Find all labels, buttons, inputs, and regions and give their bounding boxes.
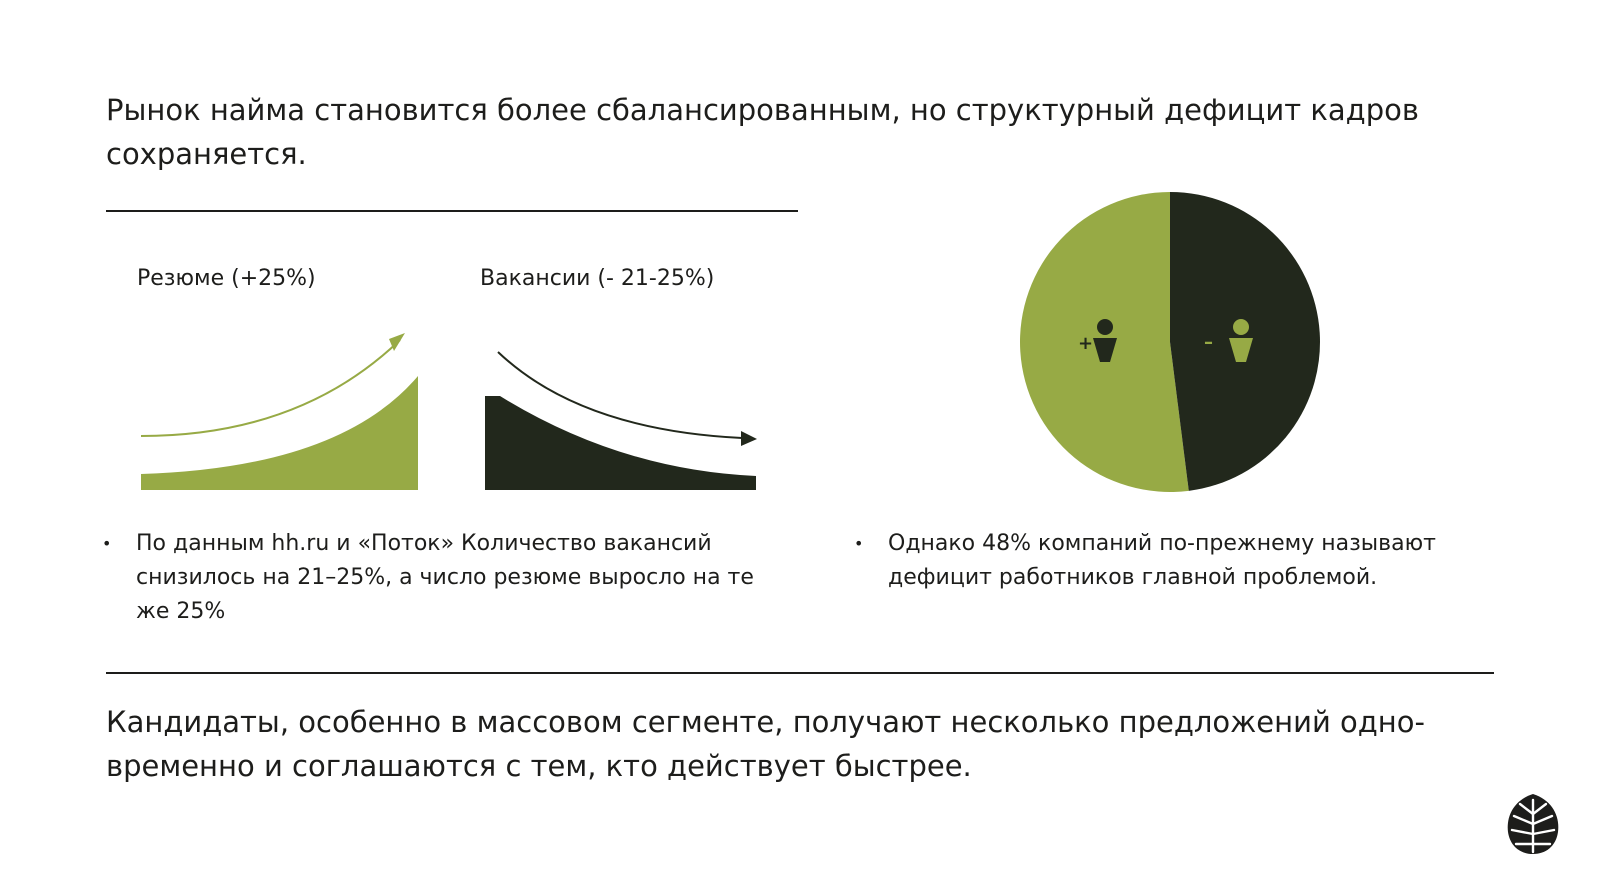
bottom-divider xyxy=(106,672,1494,674)
resume-growth-area xyxy=(141,376,418,490)
tree-leaf-logo-icon xyxy=(1507,794,1559,854)
top-divider xyxy=(106,210,798,212)
plus-sign: + xyxy=(1078,333,1093,354)
bullet-left: • По данным hh.ru и «Поток» Количество в… xyxy=(102,527,776,629)
footer-statement: Кандидаты, особенно в массовом сегменте,… xyxy=(106,705,1425,783)
bullet-marker: • xyxy=(854,534,864,553)
bullet-marker: • xyxy=(102,534,112,553)
person-plus-icon xyxy=(1093,319,1117,362)
vacancies-decline-area xyxy=(485,396,756,490)
vacancies-decline-arrow xyxy=(497,351,743,439)
resume-chart-label: Резюме (+25%) xyxy=(137,266,316,291)
resume-arrow-head xyxy=(389,333,405,351)
bullet-left-text: По данным hh.ru и «Поток» Количество вак… xyxy=(136,531,754,624)
bullet-right-text: Однако 48% компаний по-прежнему называют… xyxy=(888,531,1436,590)
resume-growth-arrow xyxy=(140,339,401,437)
bullet-right: • Однако 48% компаний по-прежнему называ… xyxy=(854,527,1528,595)
vacancies-chart-label: Вакансии (- 21-25%) xyxy=(480,266,715,291)
minus-sign: – xyxy=(1204,332,1213,353)
person-minus-icon xyxy=(1229,319,1253,362)
page-title: Рынок найма становится более сбалансиров… xyxy=(106,93,1419,171)
deficit-pie-chart: + – xyxy=(1020,192,1320,492)
vacancies-arrow-head xyxy=(741,431,757,446)
